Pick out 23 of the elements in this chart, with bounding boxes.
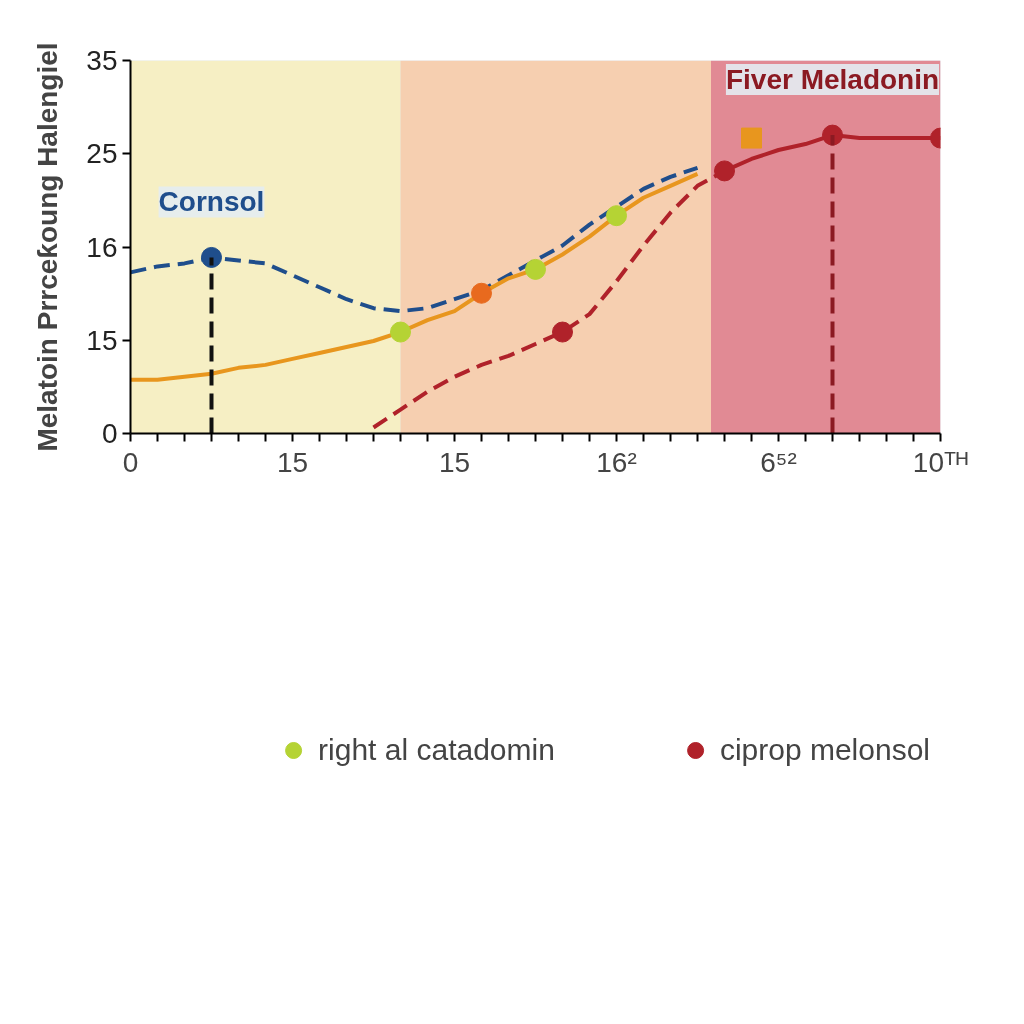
legend-label: ciprop melonsol [719,733,930,767]
point [525,258,546,280]
text: 35 [86,45,118,76]
x-tick-label: 0 [122,446,139,478]
text: 0 [101,418,118,449]
y-axis-title: Melatoin Prrceƙoung Halengiel [32,42,64,452]
x-tick-label: 10ᵀᴴ [912,446,969,478]
legend-label: right al catadomin [318,733,555,767]
point [741,127,762,149]
x-tick-label: 16² [596,446,637,478]
text: 25 [86,138,118,170]
annotation: Fiver Meladonin [725,64,940,96]
point [471,282,492,304]
x-tick-label: 15 [276,446,309,478]
point [714,160,735,182]
point [390,321,411,343]
text: 15 [86,324,118,356]
point [552,321,573,343]
text: 16 [86,231,118,263]
x-tick-label: 15 [438,446,471,478]
point [606,205,627,227]
annotation: Cornsol [158,186,265,218]
x-tick-label: 6⁵² [760,446,797,478]
